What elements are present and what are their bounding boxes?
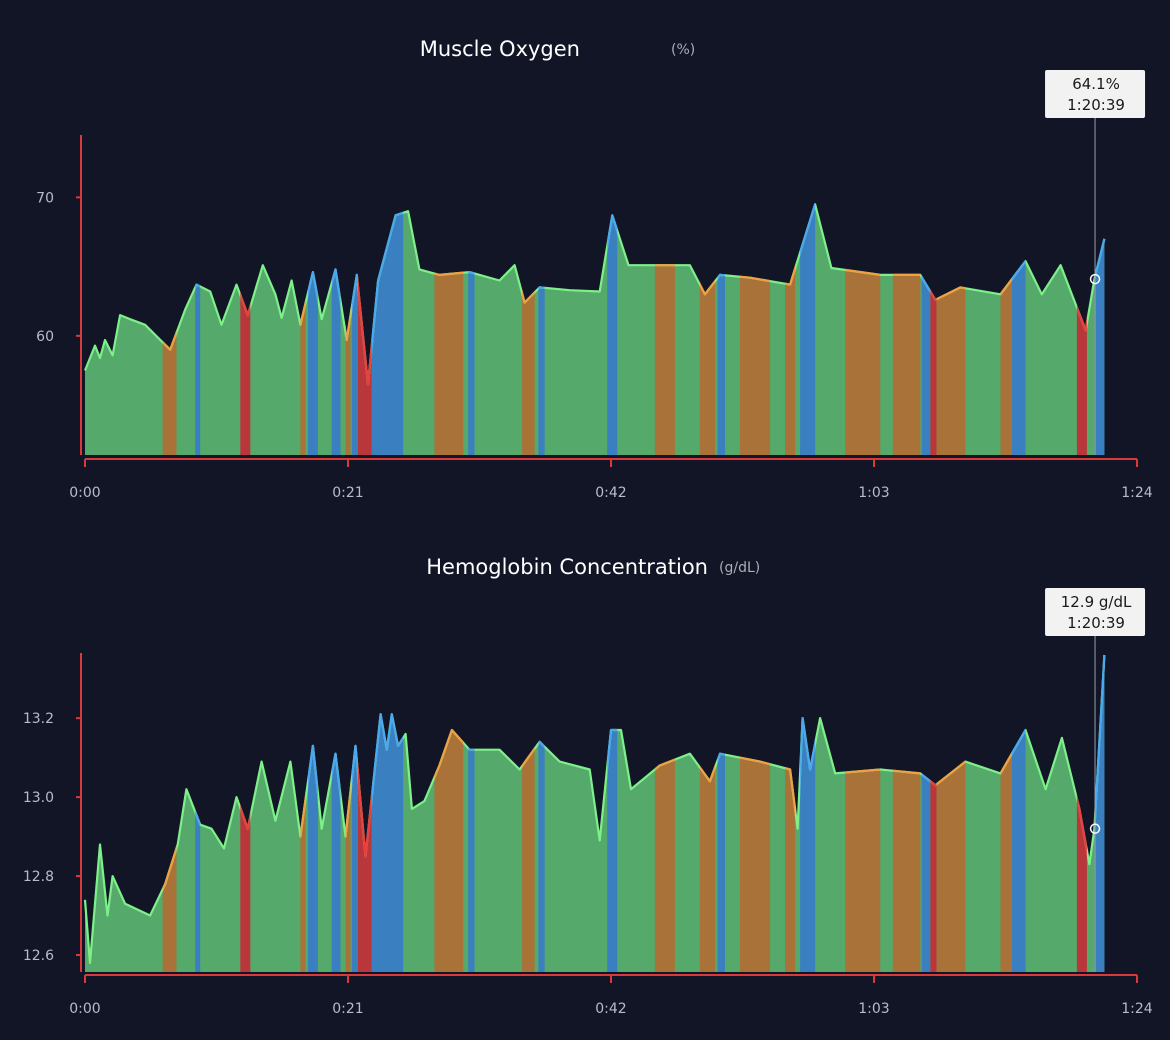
zone-band-orange	[892, 204, 921, 455]
zone-band-orange	[522, 655, 535, 972]
zone-band-blue	[717, 655, 725, 972]
zone-band-blue	[371, 655, 404, 972]
tooltip-box	[1045, 588, 1146, 636]
tooltip-time: 1:20:39	[1067, 96, 1125, 114]
zone-band-blue	[538, 655, 545, 972]
zone-band-orange	[654, 204, 675, 455]
zone-band-blue	[468, 655, 475, 972]
zone-band-blue	[921, 655, 931, 972]
zone-band-orange	[654, 655, 675, 972]
x-tick-label: 1:03	[858, 1001, 889, 1017]
zone-band-blue	[717, 204, 725, 455]
zone-band-blue	[468, 204, 475, 455]
zone-band-orange	[936, 655, 966, 972]
zone-band-blue	[538, 204, 545, 455]
zone-band-orange	[1000, 655, 1012, 972]
zone-band-blue	[351, 655, 359, 972]
zone-band-blue	[607, 204, 618, 455]
zone-band-blue	[307, 204, 318, 455]
zone-band-orange	[892, 655, 921, 972]
zone-band-blue	[331, 655, 341, 972]
x-tick-label: 0:42	[595, 485, 626, 501]
x-tick-label: 1:24	[1121, 1001, 1153, 1017]
y-tick-label: 60	[36, 329, 54, 345]
zone-band-orange	[739, 204, 771, 455]
zone-band-red	[1076, 655, 1087, 972]
y-tick-label: 13.0	[23, 790, 54, 806]
series-line	[83, 203, 1106, 386]
zone-band-red	[1076, 204, 1087, 455]
zone-band-orange	[845, 655, 881, 972]
zone-band-red	[930, 655, 937, 972]
y-tick-label: 70	[36, 190, 54, 206]
x-tick-label: 0:21	[332, 485, 363, 501]
chart-unit: (%)	[671, 42, 695, 58]
zone-band-orange	[300, 204, 306, 455]
x-tick-label: 0:00	[69, 485, 100, 501]
tooltip-value: 64.1%	[1072, 75, 1120, 93]
zone-band-orange	[434, 204, 464, 455]
zone-band-orange	[845, 204, 881, 455]
zone-band-blue	[1011, 655, 1026, 972]
chart-title: Muscle Oxygen	[420, 37, 580, 61]
zone-band-orange	[162, 655, 177, 972]
series-line-orange	[434, 728, 464, 781]
zone-band-orange	[936, 204, 966, 455]
zone-band-orange	[434, 655, 464, 972]
zone-band-red	[358, 204, 372, 455]
x-tick-label: 0:21	[332, 1001, 363, 1017]
zone-band-blue	[1011, 204, 1026, 455]
zone-band-blue	[800, 655, 816, 972]
x-tick-label: 1:03	[858, 485, 889, 501]
zone-band-orange	[1000, 204, 1012, 455]
x-tick-label: 0:00	[69, 1001, 100, 1017]
zone-band-orange	[785, 204, 796, 455]
zone-band-orange	[785, 655, 796, 972]
hover-marker	[1089, 823, 1101, 834]
area-fill	[85, 204, 1105, 455]
y-tick-label: 12.6	[23, 948, 54, 964]
hover-marker	[1089, 273, 1101, 285]
x-tick-label: 0:42	[595, 1001, 626, 1017]
y-tick-label: 12.8	[23, 869, 54, 885]
zone-band-blue	[921, 204, 931, 455]
zone-band-blue	[307, 655, 318, 972]
zone-band-blue	[1094, 655, 1105, 972]
zone-band-blue	[1094, 204, 1105, 455]
zone-band-orange	[699, 655, 715, 972]
zone-band-orange	[345, 204, 351, 455]
zone-band-blue	[351, 204, 359, 455]
zone-band-orange	[739, 655, 771, 972]
chart-title: Hemoglobin Concentration	[426, 555, 708, 579]
x-tick-label: 1:24	[1121, 485, 1153, 501]
tooltip-time: 1:20:39	[1067, 614, 1125, 632]
hemoglobin-chart[interactable]: Hemoglobin Concentration (g/dL) 12.6 12.8…	[23, 555, 1153, 1017]
tooltip-box	[1045, 70, 1146, 118]
zone-band-orange	[699, 204, 715, 455]
zone-band-blue	[331, 204, 341, 455]
zone-band-blue	[607, 655, 618, 972]
zone-band-orange	[162, 204, 177, 455]
zone-band-red	[930, 204, 937, 455]
muscle-oxygen-chart[interactable]: Muscle Oxygen (%) 60 70 0:00 0:21 0:42 1:03 1:…	[36, 37, 1153, 501]
tooltip-value: 12.9 g/dL	[1061, 593, 1132, 611]
y-tick-label: 13.2	[23, 711, 54, 727]
zone-band-blue	[195, 204, 201, 455]
chart-unit: (g/dL)	[719, 560, 760, 576]
zone-band-red	[240, 204, 251, 455]
zone-band-blue	[800, 204, 816, 455]
